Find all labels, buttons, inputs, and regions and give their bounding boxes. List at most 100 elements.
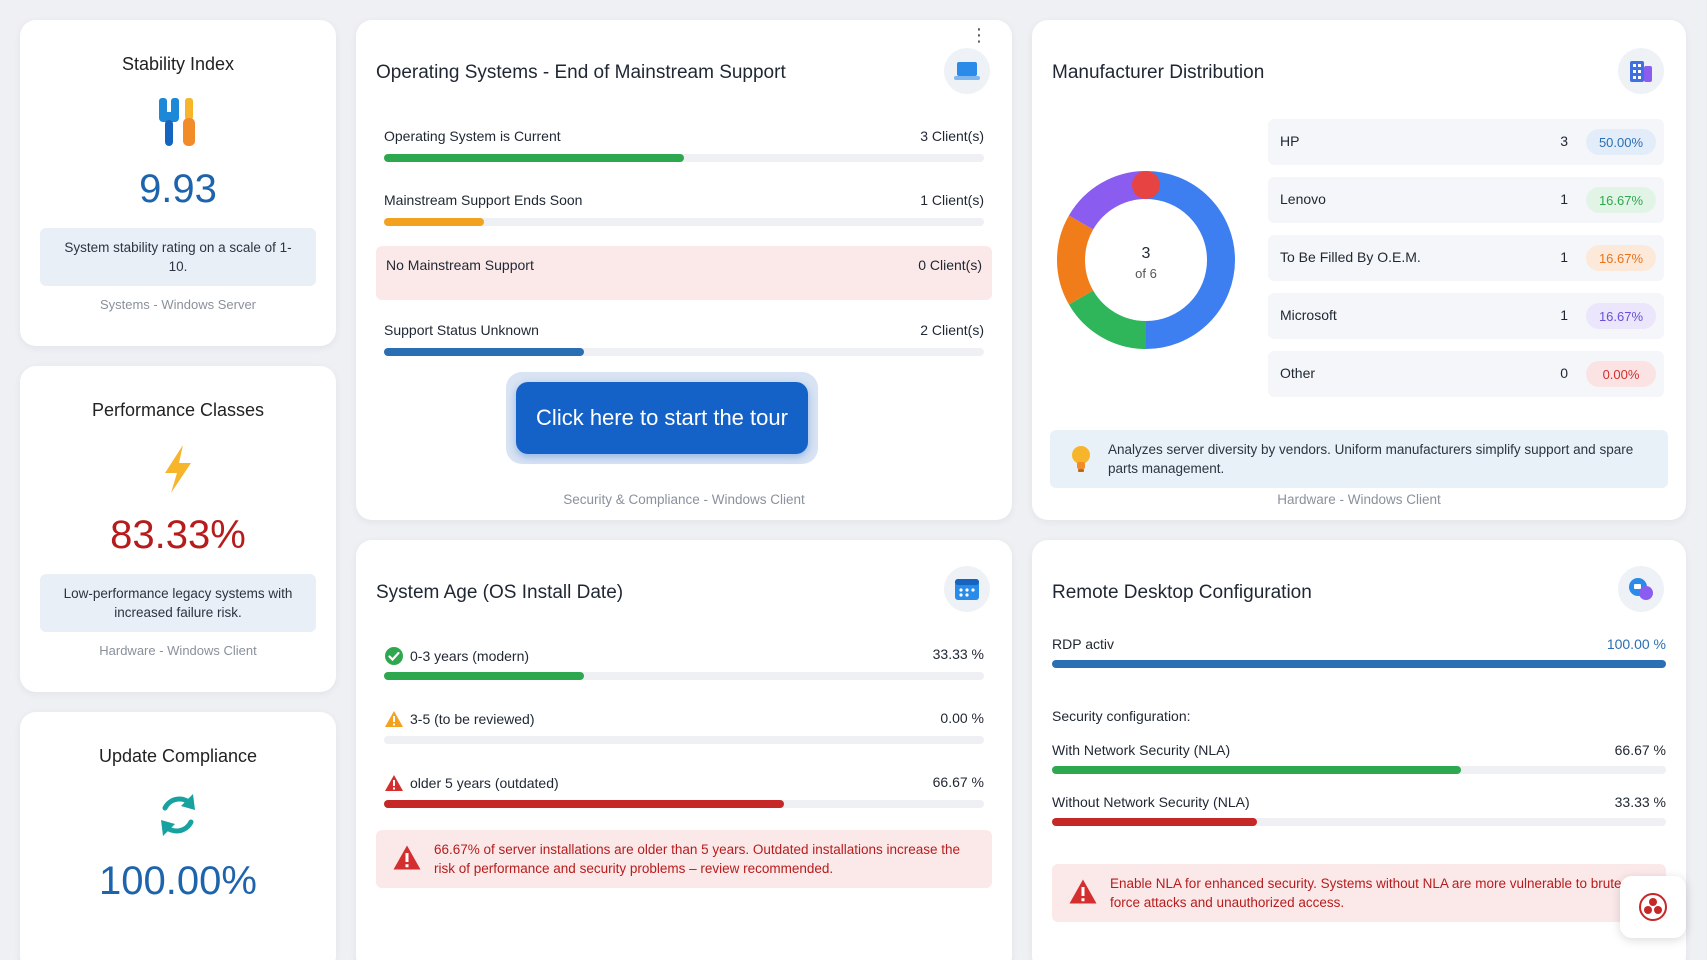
warning-text: 66.67% of server installations are older… xyxy=(434,842,961,876)
stability-description: System stability rating on a scale of 1-… xyxy=(40,228,316,286)
card-title: Stability Index xyxy=(121,54,235,74)
progress-fill xyxy=(1052,818,1257,826)
row-value: 1 Client(s) xyxy=(920,192,984,208)
support-chat-button[interactable] xyxy=(1620,876,1686,938)
performance-value: 83.33% xyxy=(110,513,246,557)
rdp-active-row: RDP activ 100.00 % xyxy=(1052,636,1666,676)
progress-track xyxy=(1052,660,1666,668)
donut-slice-lenovo xyxy=(1068,289,1147,349)
laptop-icon xyxy=(944,48,990,94)
age-row-review: 3-5 (to be reviewed) 0.00 % xyxy=(384,710,984,750)
card-title: Update Compliance xyxy=(98,746,258,766)
age-row-outdated: older 5 years (outdated) 66.67 % xyxy=(384,774,984,814)
os-support-card: ⋮ Operating Systems - End of Mainstream … xyxy=(356,20,1012,520)
progress-track xyxy=(384,800,984,808)
info-text: Analyzes server diversity by vendors. Un… xyxy=(1108,442,1634,476)
start-tour-button[interactable]: Click here to start the tour xyxy=(516,382,808,454)
row-value: 100.00 % xyxy=(1606,636,1666,652)
warning-text: Enable NLA for enhanced security. System… xyxy=(1110,876,1627,910)
row-value: 2 Client(s) xyxy=(920,322,984,338)
row-label: 3-5 (to be reviewed) xyxy=(410,711,535,727)
manufacturer-pct-badge: 16.67% xyxy=(1586,187,1656,213)
row-label-wrap: 3-5 (to be reviewed) xyxy=(384,710,535,728)
row-label: RDP activ xyxy=(1052,636,1114,652)
progress-fill xyxy=(384,154,684,162)
row-label: With Network Security (NLA) xyxy=(1052,742,1231,758)
row-value: 0.00 % xyxy=(940,710,984,726)
progress-track xyxy=(384,736,984,744)
progress-fill xyxy=(384,348,584,356)
row-value: 66.67 % xyxy=(1614,742,1666,758)
row-label: 0-3 years (modern) xyxy=(410,648,530,664)
donut-slice-to-be-filled-by-o-e-m- xyxy=(1057,215,1094,305)
stability-index-card: Stability Index 9.93 System stability ra… xyxy=(20,20,336,346)
donut-center-sub: of 6 xyxy=(1135,266,1157,281)
row-label: Support Status Unknown xyxy=(384,322,539,338)
row-label: Operating System is Current xyxy=(384,128,561,144)
age-row-modern: 0-3 years (modern) 33.33 % xyxy=(384,646,984,686)
manufacturer-name: Other xyxy=(1280,365,1316,381)
calendar-icon xyxy=(944,566,990,612)
row-label-wrap: 0-3 years (modern) xyxy=(384,646,529,666)
progress-fill xyxy=(384,672,584,680)
manufacturer-name: HP xyxy=(1280,133,1300,149)
row-value: 3 Client(s) xyxy=(920,128,984,144)
update-value: 100.00% xyxy=(99,859,257,903)
manufacturer-row-hp: HP 3 50.00% xyxy=(1268,119,1664,165)
lightning-icon xyxy=(148,439,208,499)
stability-value: 9.93 xyxy=(139,167,217,211)
manufacturer-pct-badge: 50.00% xyxy=(1586,129,1656,155)
manufacturer-row-lenovo: Lenovo 1 16.67% xyxy=(1268,177,1664,223)
progress-fill xyxy=(1052,660,1666,668)
manufacturer-pct-badge: 16.67% xyxy=(1586,245,1656,271)
card-title: Manufacturer Distribution xyxy=(1052,62,1265,83)
remote-desktop-icon xyxy=(1618,566,1664,612)
system-age-card: System Age (OS Install Date) 0-3 years (… xyxy=(356,540,1012,960)
progress-fill xyxy=(1052,766,1462,774)
row-value: 66.67 % xyxy=(932,774,984,790)
row-label: Mainstream Support Ends Soon xyxy=(384,192,583,208)
alert-icon xyxy=(385,775,403,791)
progress-track xyxy=(384,154,984,162)
manufacturer-row-microsoft: Microsoft 1 16.67% xyxy=(1268,293,1664,339)
more-options-icon[interactable]: ⋮ xyxy=(970,25,988,45)
manufacturer-info: Analyzes server diversity by vendors. Un… xyxy=(1050,430,1668,488)
manufacturer-name: To Be Filled By O.E.M. xyxy=(1280,249,1421,265)
manufacturer-row-other: Other 0 0.00% xyxy=(1268,351,1664,397)
os-row-ends-soon: Mainstream Support Ends Soon 1 Client(s) xyxy=(384,192,984,232)
alert-icon xyxy=(393,845,421,870)
tour-button-wrap: Click here to start the tour xyxy=(506,372,818,464)
card-title: Performance Classes xyxy=(91,400,265,420)
check-circle-icon xyxy=(385,647,403,665)
card-footer: Hardware - Windows Client xyxy=(99,643,257,658)
progress-track xyxy=(384,672,984,680)
rdp-nla-row: With Network Security (NLA) 66.67 % xyxy=(1052,742,1666,782)
card-footer: Systems - Windows Server xyxy=(99,297,257,312)
manufacturer-pct-badge: 0.00% xyxy=(1586,361,1656,387)
manufacturer-name: Lenovo xyxy=(1280,191,1326,207)
support-icon xyxy=(1639,893,1667,921)
manufacturer-name: Microsoft xyxy=(1280,307,1337,323)
os-row-unknown: Support Status Unknown 2 Client(s) xyxy=(384,322,984,362)
tools-icon xyxy=(148,93,208,153)
row-label: Without Network Security (NLA) xyxy=(1052,794,1250,810)
progress-fill xyxy=(384,218,485,226)
card-title: System Age (OS Install Date) xyxy=(376,582,624,603)
donut-slice-hp xyxy=(1145,171,1235,349)
manufacturer-pct-badge: 16.67% xyxy=(1586,303,1656,329)
age-warning: 66.67% of server installations are older… xyxy=(376,830,992,888)
manufacturer-count: 1 xyxy=(1560,191,1568,207)
manufacturer-count: 3 xyxy=(1560,133,1568,149)
lightbulb-icon xyxy=(1070,444,1092,479)
row-value: 33.33 % xyxy=(1614,794,1666,810)
card-footer: Security & Compliance - Windows Client xyxy=(563,492,805,507)
nla-warning: Enable NLA for enhanced security. System… xyxy=(1052,864,1666,922)
row-label: No Mainstream Support xyxy=(386,257,534,273)
row-label-wrap: older 5 years (outdated) xyxy=(384,774,559,792)
performance-classes-card: Performance Classes 83.33% Low-performan… xyxy=(20,366,336,692)
progress-track xyxy=(1052,766,1666,774)
row-label: older 5 years (outdated) xyxy=(410,775,559,791)
security-config-label: Security configuration: xyxy=(1052,708,1191,724)
row-value: 33.33 % xyxy=(932,646,984,662)
progress-track xyxy=(384,218,984,226)
